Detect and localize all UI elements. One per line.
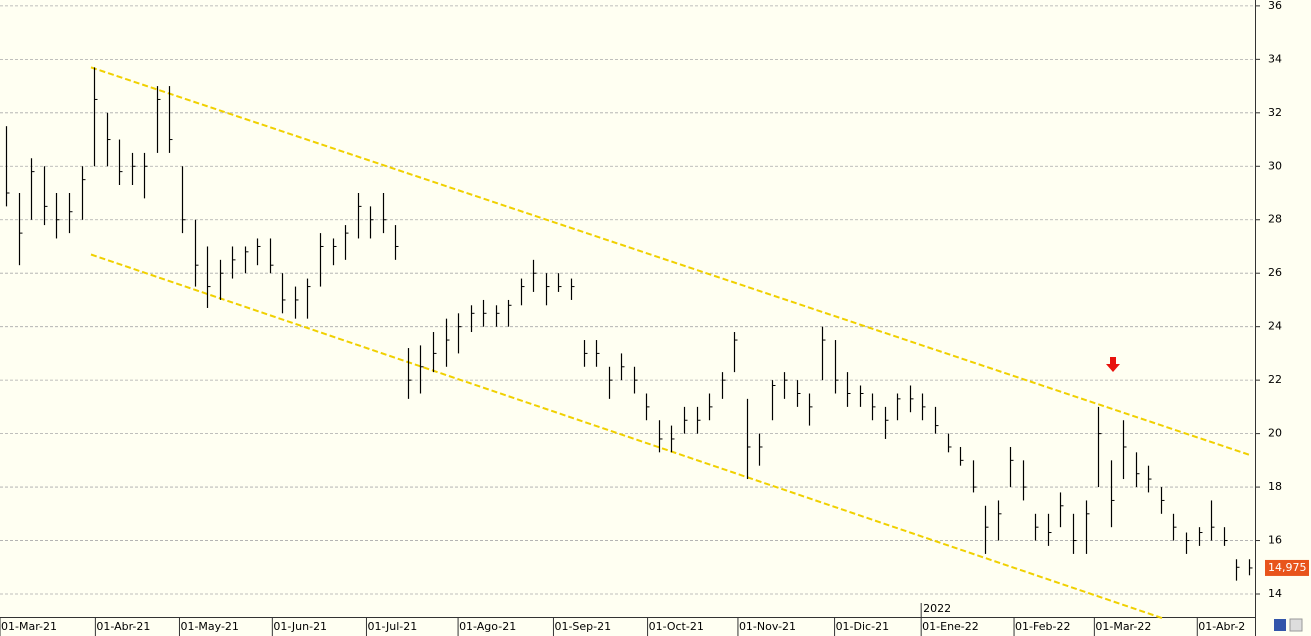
x-tick-label: 01-Feb-22 (1015, 620, 1070, 633)
x-tick-label: 01-Dic-21 (836, 620, 890, 633)
y-tick-label: 34 (1268, 52, 1282, 65)
last-price-box (1265, 559, 1309, 576)
y-tick-label: 24 (1268, 320, 1282, 333)
x-tick-label: 01-Jun-21 (273, 620, 327, 633)
year-label: 2022 (923, 602, 951, 615)
y-tick-label: 30 (1268, 159, 1282, 172)
x-tick-label: 01-Mar-22 (1095, 620, 1151, 633)
save-icon[interactable] (1274, 619, 1286, 631)
last-price-label: 14,975 (1268, 561, 1307, 574)
y-tick-label: 36 (1268, 0, 1282, 12)
x-tick-label: 01-Ene-22 (922, 620, 979, 633)
y-tick-label: 18 (1268, 480, 1282, 493)
pin-icon[interactable] (1289, 618, 1303, 632)
y-tick-label: 16 (1268, 534, 1282, 547)
arrow-marker (1106, 357, 1120, 372)
x-tick-label: 01-May-21 (180, 620, 238, 633)
y-tick-label: 14 (1268, 587, 1282, 600)
x-tick-label: 01-Jul-21 (367, 620, 417, 633)
x-tick-label: 01-Nov-21 (739, 620, 796, 633)
x-tick-label: 01-Ago-21 (459, 620, 516, 633)
x-tick-label: 01-Oct-21 (649, 620, 704, 633)
y-tick-label: 28 (1268, 213, 1282, 226)
y-tick-label: 32 (1268, 106, 1282, 119)
x-tick-label: 01-Abr-21 (96, 620, 150, 633)
trend-line (90, 66, 1251, 456)
y-tick-label: 20 (1268, 427, 1282, 440)
x-tick-label: 01-Sep-21 (554, 620, 611, 633)
y-tick-label: 26 (1268, 266, 1282, 279)
y-tick-label: 22 (1268, 373, 1282, 386)
x-tick-label: 01-Mar-21 (1, 620, 57, 633)
x-tick-label: 01-Abr-2 (1198, 620, 1245, 633)
